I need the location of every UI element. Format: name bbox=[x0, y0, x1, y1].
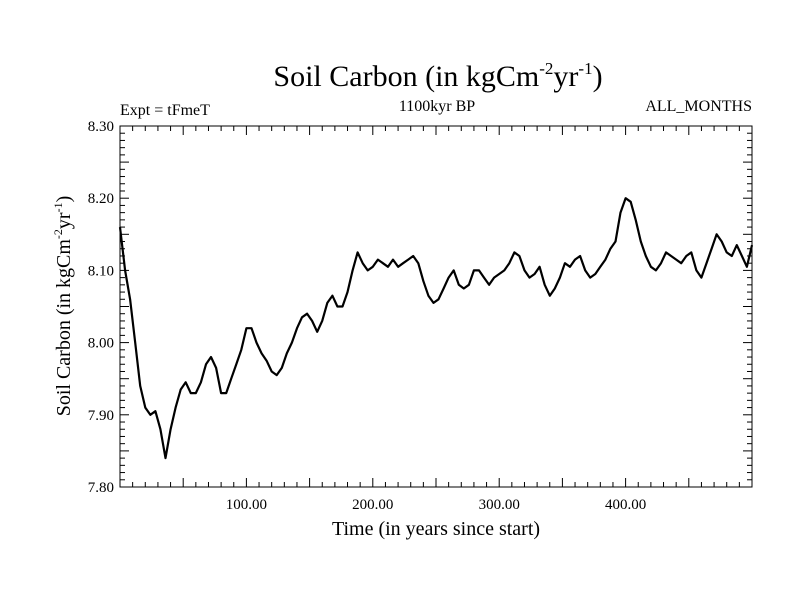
x-tick-label: 100.00 bbox=[226, 497, 267, 513]
x-tick-labels: 100.00 200.00 300.00 400.00 bbox=[226, 497, 646, 513]
chart-title-sup-2: -1 bbox=[578, 59, 592, 78]
y-tick-label: 7.80 bbox=[88, 480, 114, 496]
y-axis-title: Soil Carbon (in kgCm-2yr-1) bbox=[51, 196, 75, 417]
months-label: ALL_MONTHS bbox=[645, 98, 752, 115]
x-axis-title: Time (in years since start) bbox=[332, 518, 540, 540]
y-tick-label: 8.20 bbox=[88, 191, 114, 207]
y-tick-labels: 7.80 7.90 8.00 8.10 8.20 8.30 bbox=[88, 119, 114, 496]
chart-title-part-2: yr bbox=[553, 60, 578, 93]
plot-frame bbox=[119, 125, 753, 488]
chart-title-part-1: Soil Carbon (in kgCm bbox=[273, 60, 539, 93]
series-line-soil-carbon bbox=[118, 197, 754, 460]
y-axis-title-part-1: Soil Carbon (in kgCm bbox=[53, 239, 75, 417]
x-tick-label: 400.00 bbox=[605, 497, 646, 513]
y-tick-label: 7.90 bbox=[88, 408, 114, 424]
y-axis-title-sup-1: -2 bbox=[51, 229, 65, 239]
y-axis-title-part-3: ) bbox=[53, 196, 75, 203]
axis-ticks bbox=[120, 126, 752, 487]
experiment-label: Expt = tFmeT bbox=[120, 102, 210, 119]
chart-title-part-3: ) bbox=[593, 60, 603, 93]
x-tick-label: 300.00 bbox=[479, 497, 520, 513]
y-axis-title-sup-2: -1 bbox=[51, 202, 65, 212]
chart-title-sup-1: -2 bbox=[539, 59, 553, 78]
y-tick-label: 8.10 bbox=[88, 263, 114, 279]
period-label: 1100kyr BP bbox=[399, 98, 475, 115]
x-tick-label: 200.00 bbox=[352, 497, 393, 513]
chart-title: Soil Carbon (in kgCm-2yr-1) bbox=[273, 59, 602, 93]
y-tick-label: 8.30 bbox=[88, 119, 114, 135]
y-tick-label: 8.00 bbox=[88, 336, 114, 352]
y-axis-title-part-2: yr bbox=[53, 212, 75, 229]
